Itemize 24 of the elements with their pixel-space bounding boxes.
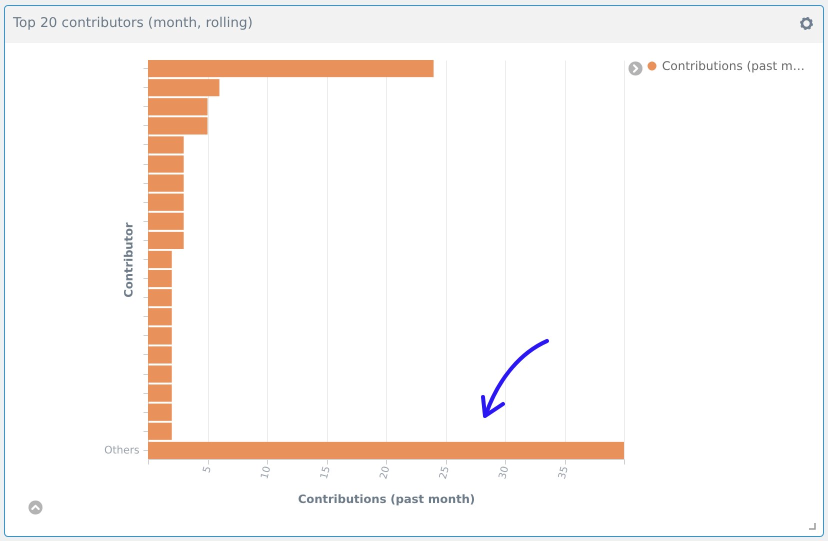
- bar: [148, 136, 184, 154]
- bar: [148, 365, 172, 383]
- bar: [148, 327, 172, 344]
- bar: [148, 155, 184, 173]
- bar: [148, 346, 172, 364]
- bar: [148, 60, 434, 78]
- x-tick-label: 35: [556, 465, 571, 480]
- x-tick-label: 15: [318, 465, 333, 480]
- x-axis-title: Contributions (past month): [298, 492, 476, 506]
- x-tick-label: 20: [378, 465, 392, 480]
- bar: [148, 250, 172, 268]
- bar: [148, 117, 208, 134]
- legend-label: Contributions (past m…: [662, 59, 805, 73]
- x-tick-label: 25: [438, 465, 452, 480]
- bar: [148, 232, 184, 249]
- bar: [148, 270, 172, 288]
- chart-title: Top 20 contributors (month, rolling): [13, 15, 253, 31]
- y-axis-title: Contributor: [122, 222, 136, 298]
- bar: [148, 174, 184, 192]
- x-tick-label: 5: [202, 465, 214, 474]
- x-tick-label: 10: [259, 465, 274, 480]
- x-tick-label: 30: [497, 465, 512, 480]
- bar: [148, 384, 172, 402]
- y-tick-label: Others: [104, 444, 140, 456]
